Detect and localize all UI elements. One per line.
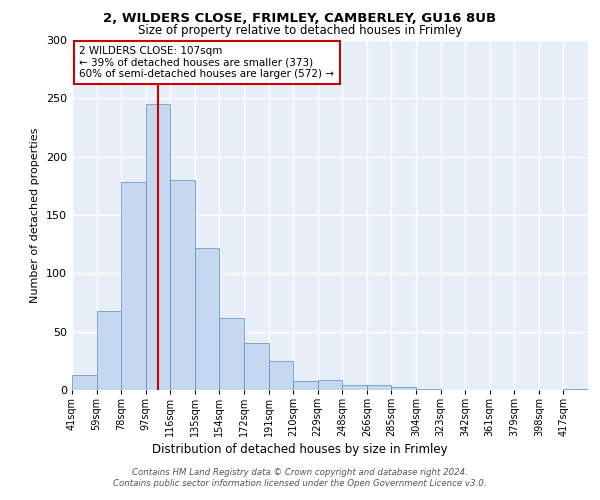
Bar (391, 386, 416, 390)
Text: Size of property relative to detached houses in Frimley: Size of property relative to detached ho… (138, 24, 462, 37)
Bar (195, 248, 220, 390)
Bar (72, 375, 97, 390)
Bar (318, 380, 342, 390)
Bar (244, 344, 269, 390)
Y-axis label: Number of detached properties: Number of detached properties (31, 128, 40, 302)
Bar (342, 386, 367, 390)
Text: Distribution of detached houses by size in Frimley: Distribution of detached houses by size … (152, 442, 448, 456)
Bar (563, 389, 588, 390)
Bar (121, 182, 146, 390)
Bar (170, 180, 195, 390)
Bar (367, 386, 391, 390)
Bar (269, 361, 293, 390)
Bar (97, 310, 121, 390)
Text: 2, WILDERS CLOSE, FRIMLEY, CAMBERLEY, GU16 8UB: 2, WILDERS CLOSE, FRIMLEY, CAMBERLEY, GU… (103, 12, 497, 26)
Bar (416, 389, 440, 390)
Bar (293, 380, 318, 390)
Text: 2 WILDERS CLOSE: 107sqm
← 39% of detached houses are smaller (373)
60% of semi-d: 2 WILDERS CLOSE: 107sqm ← 39% of detache… (79, 46, 334, 79)
Bar (146, 104, 170, 390)
Bar (220, 318, 244, 390)
Text: Contains HM Land Registry data © Crown copyright and database right 2024.
Contai: Contains HM Land Registry data © Crown c… (113, 468, 487, 487)
